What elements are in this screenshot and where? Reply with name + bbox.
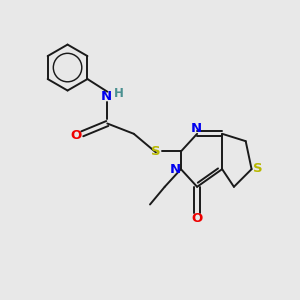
Text: N: N: [100, 91, 111, 103]
Text: S: S: [151, 145, 161, 158]
Text: O: O: [71, 129, 82, 142]
Text: S: S: [253, 162, 263, 175]
Text: N: N: [191, 122, 202, 135]
Text: O: O: [191, 212, 203, 225]
Text: H: H: [114, 87, 123, 100]
Text: N: N: [170, 163, 181, 176]
